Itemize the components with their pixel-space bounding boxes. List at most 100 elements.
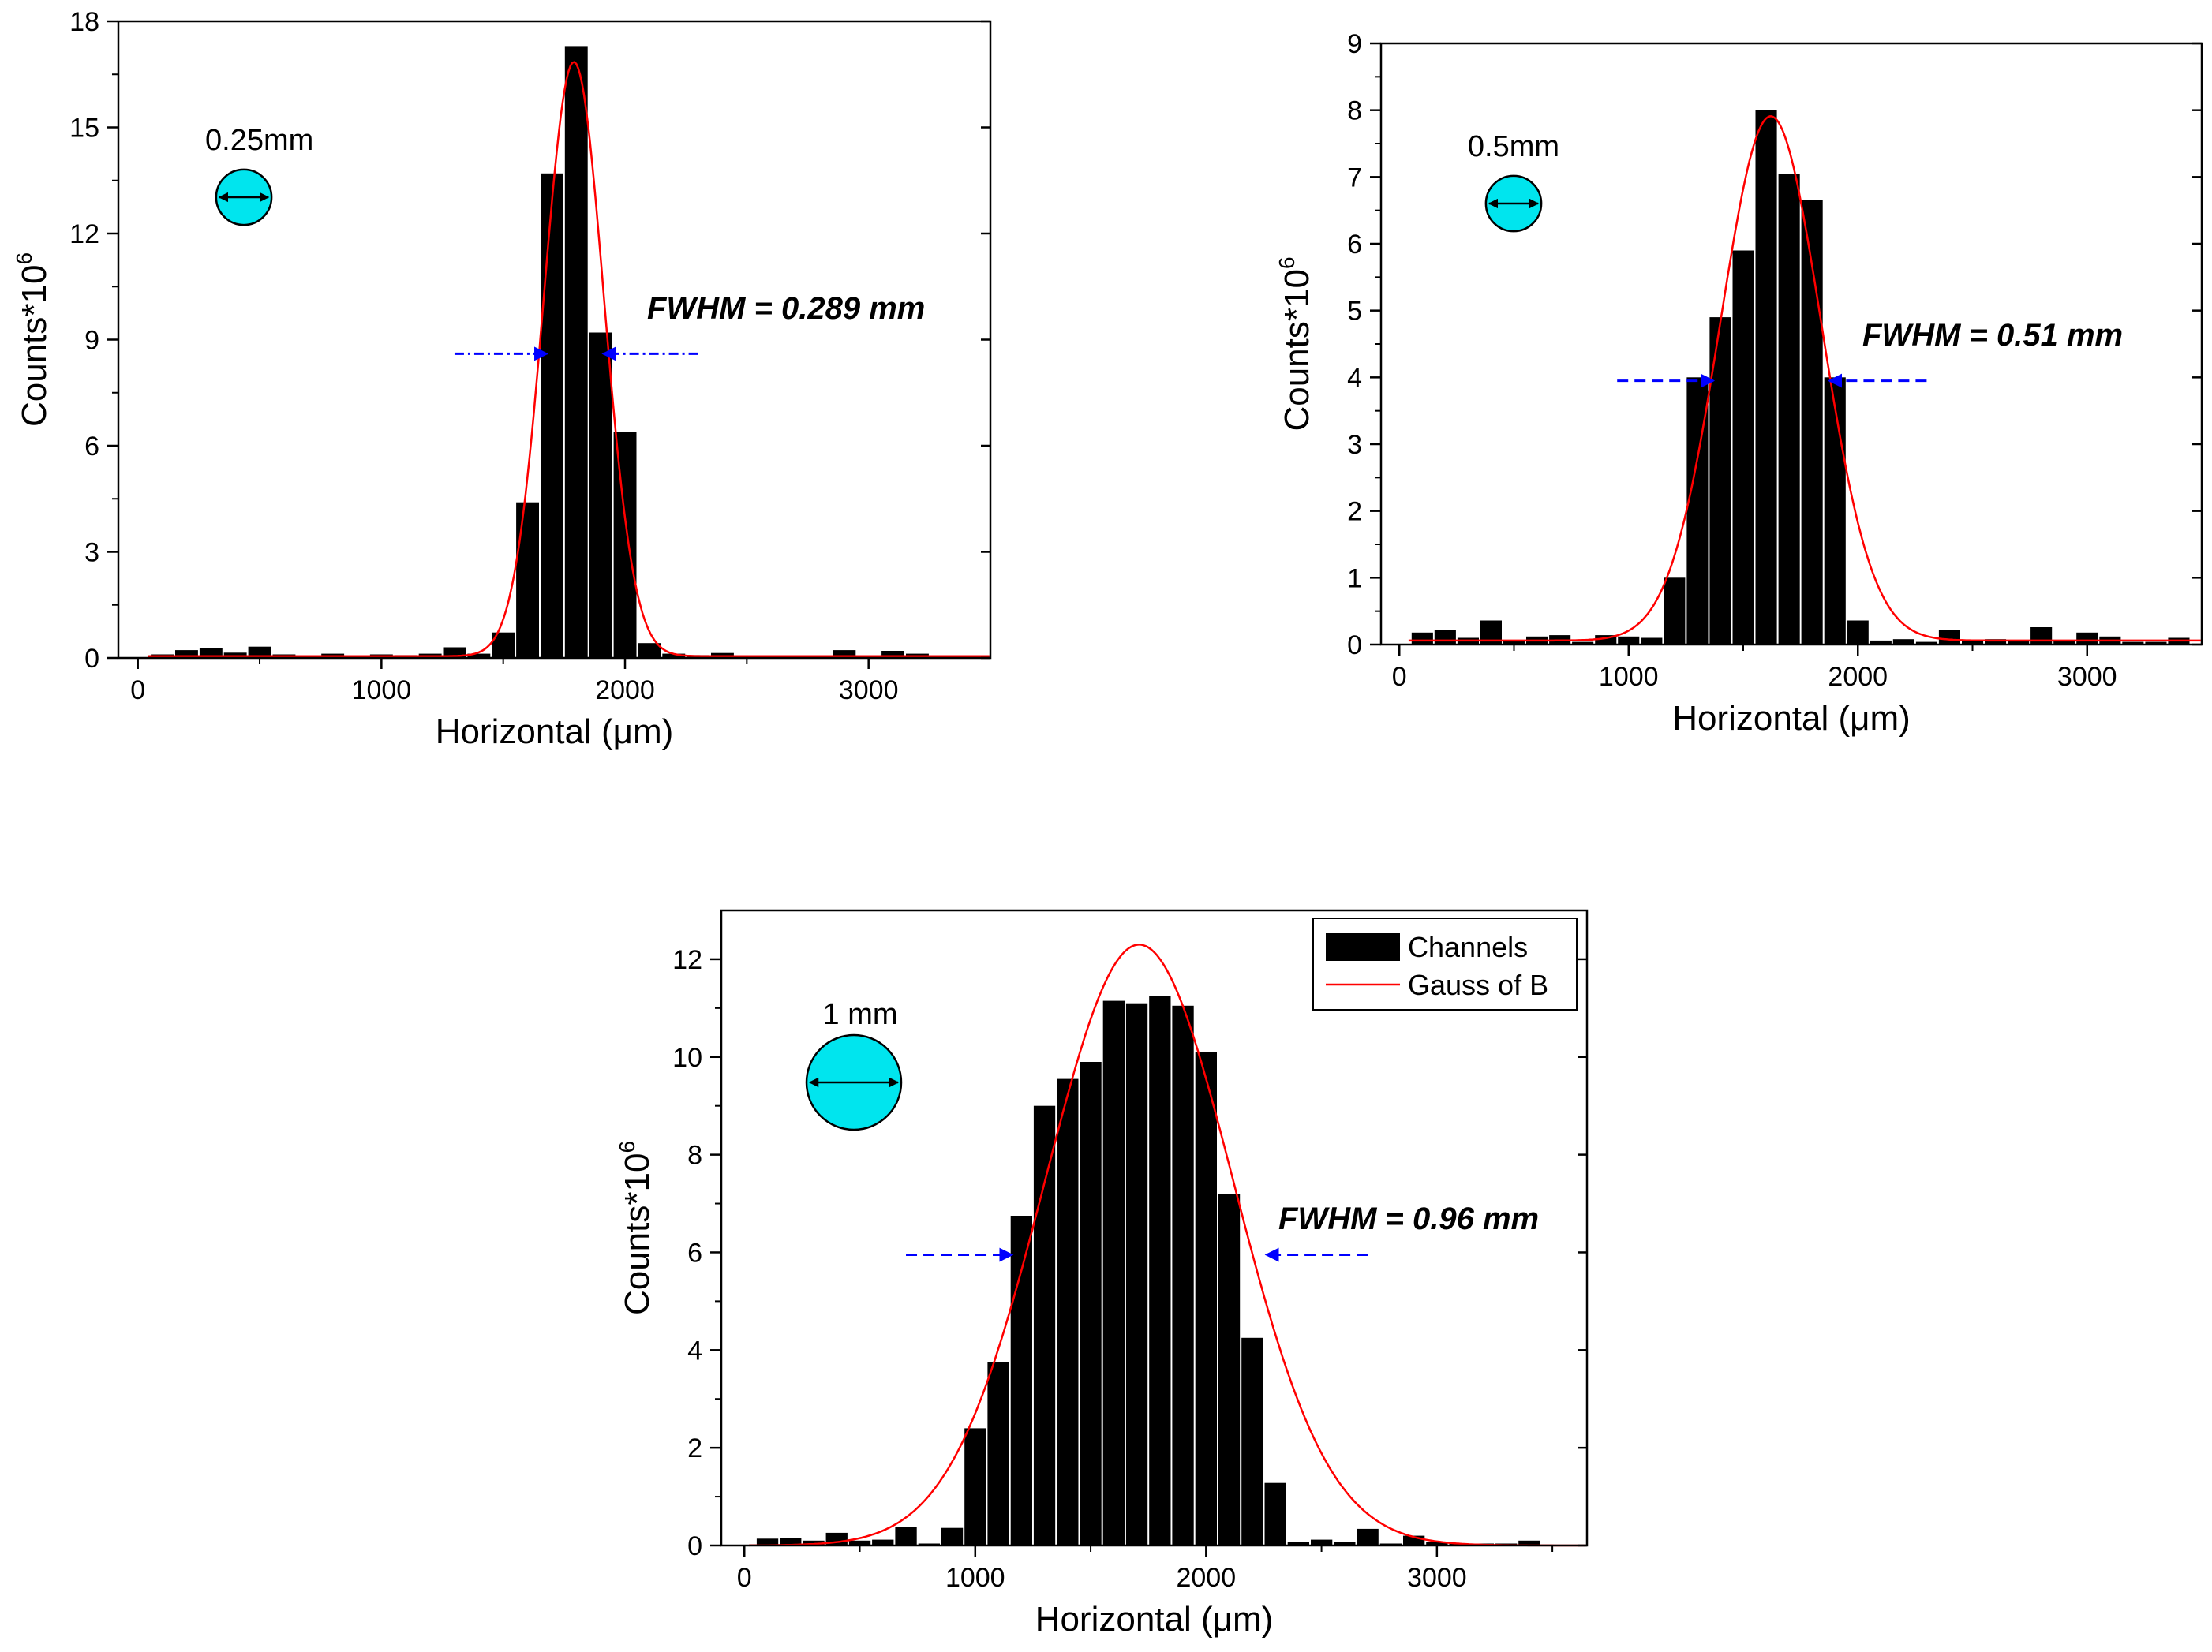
y-tick-label: 5	[1347, 297, 1362, 327]
y-tick-label: 0	[1347, 630, 1362, 660]
histogram-bar	[1426, 1542, 1448, 1545]
y-tick-label: 8	[687, 1141, 702, 1171]
fwhm-label: FWHM = 0.96 mm	[1278, 1202, 1539, 1236]
fwhm-label: FWHM = 0.51 mm	[1862, 318, 2123, 353]
histogram-bar	[1892, 639, 1914, 645]
histogram-bar	[662, 653, 686, 658]
histogram-bar	[1195, 1052, 1217, 1545]
histogram-bar	[1801, 200, 1823, 645]
histogram-bar	[516, 502, 539, 658]
beam-size-label: 1 mm	[823, 998, 898, 1031]
y-axis-title-exponent: 6	[1274, 256, 1299, 269]
y-axis-title-text: Counts*10	[618, 1153, 657, 1315]
gauss-fit-line	[148, 61, 990, 658]
histogram-bar	[1664, 577, 1686, 645]
histogram-bar	[941, 1527, 964, 1545]
y-tick-label: 0	[687, 1531, 702, 1561]
fwhm-label: FWHM = 0.289 mm	[647, 291, 925, 326]
legend: Channels Gauss of B	[1312, 918, 1578, 1011]
histogram-bar	[1334, 1542, 1356, 1545]
histogram-bar	[1985, 639, 2007, 645]
histogram-bar	[1938, 630, 1960, 645]
histogram-bar	[1847, 620, 1869, 645]
x-tick-label: 2000	[595, 675, 655, 705]
histogram-bar	[1218, 1194, 1241, 1545]
y-tick-label: 10	[672, 1043, 702, 1073]
histogram-bar	[2008, 640, 2030, 645]
y-tick-label: 8	[1347, 96, 1362, 126]
y-tick-label: 12	[672, 945, 702, 975]
x-tick-label: 1000	[352, 675, 412, 705]
histogram-bar	[833, 650, 856, 658]
histogram-bar	[2122, 641, 2144, 645]
histogram-bar	[1172, 1005, 1194, 1546]
x-tick-label: 1000	[945, 1563, 1005, 1593]
y-axis-title-text: Counts*10	[1278, 269, 1316, 431]
histogram-bar	[895, 1527, 917, 1545]
y-tick-label: 6	[687, 1238, 702, 1268]
y-tick-label: 2	[1347, 497, 1362, 527]
histogram-bar	[1010, 1216, 1032, 1545]
y-axis-title: Counts*106	[615, 1141, 657, 1315]
histogram-bar	[1732, 250, 1754, 645]
histogram-bar	[248, 646, 271, 658]
y-tick-label: 4	[687, 1336, 702, 1366]
y-tick-label: 2	[687, 1433, 702, 1463]
y-tick-label: 1	[1347, 563, 1362, 593]
histogram-bar	[1357, 1528, 1379, 1545]
x-axis-title: Horizontal (μm)	[1672, 699, 1911, 738]
histogram-bar	[987, 1362, 1009, 1545]
histogram-bar	[1518, 1540, 1540, 1545]
beam-size-label: 0.5mm	[1468, 130, 1559, 163]
histogram-bar	[1411, 632, 1433, 645]
legend-bar-swatch	[1326, 933, 1400, 961]
histogram-bar	[2145, 641, 2167, 645]
plot-frame	[720, 909, 1589, 1547]
histogram-bar	[2076, 632, 2098, 645]
x-tick-label: 3000	[1407, 1563, 1467, 1593]
y-axis-title: Counts*106	[1274, 256, 1316, 431]
gauss-fit-line	[749, 944, 1586, 1547]
y-axis-title: Counts*106	[12, 252, 54, 427]
histogram-bar	[1755, 110, 1777, 645]
x-tick-label: 3000	[2057, 662, 2117, 692]
y-tick-label: 12	[69, 219, 99, 249]
histogram-bar	[964, 1428, 986, 1545]
histogram-bar	[1503, 640, 1525, 645]
histogram-bar	[1618, 636, 1640, 645]
legend-label: Channels	[1408, 931, 1528, 963]
x-tick-label: 3000	[839, 675, 899, 705]
histogram-bar	[589, 332, 612, 658]
y-axis-title-exponent: 6	[12, 252, 36, 265]
gauss-fit-line	[1408, 115, 2201, 642]
y-tick-label: 4	[1347, 363, 1362, 393]
histogram-bar	[175, 650, 198, 658]
histogram-bar	[1080, 1062, 1102, 1545]
x-axis-title: Horizontal (μm)	[1035, 1600, 1274, 1639]
y-tick-label: 9	[84, 326, 99, 356]
y-axis-title-text: Counts*10	[15, 265, 54, 427]
x-tick-label: 0	[130, 675, 145, 705]
histogram-bar	[2053, 640, 2075, 645]
histogram-bar	[1595, 635, 1617, 645]
y-tick-label: 7	[1347, 163, 1362, 192]
histogram-bar	[780, 1538, 802, 1545]
x-tick-label: 0	[1392, 662, 1407, 692]
y-tick-label: 6	[1347, 230, 1362, 260]
histogram-bar	[1824, 377, 1846, 645]
histogram-bar	[613, 432, 637, 658]
y-tick-label: 6	[84, 432, 99, 462]
beam-size-label: 0.25mm	[205, 124, 313, 157]
y-axis-title-exponent: 6	[615, 1141, 639, 1153]
histogram-bar	[881, 651, 904, 658]
histogram-bar	[756, 1538, 779, 1545]
y-tick-label: 9	[1347, 29, 1362, 59]
histogram-bar	[1125, 1003, 1148, 1545]
histogram-bar	[1572, 641, 1594, 645]
histogram-bar	[1149, 996, 1171, 1545]
x-tick-label: 1000	[1599, 662, 1659, 692]
histogram-bar	[2030, 627, 2053, 645]
histogram-bar	[1057, 1078, 1079, 1545]
panel-1mm: 0 1000 2000 3000 0 2 4 6 8 10 12 Horizontal (μm) Cou…	[615, 909, 1589, 1639]
